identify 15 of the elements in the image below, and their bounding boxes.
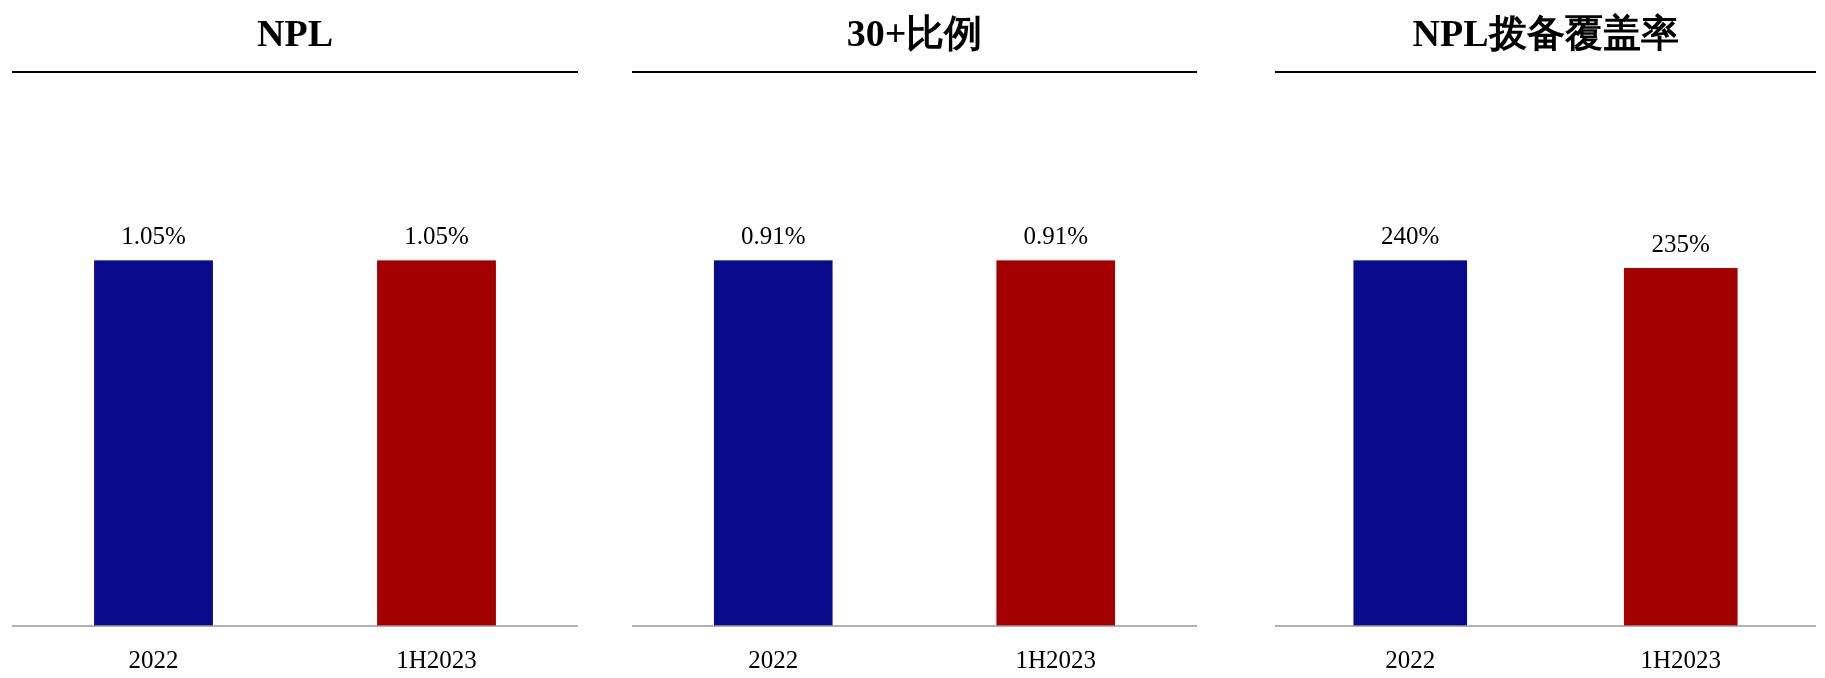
x-tick-label: 1H2023 [396,646,477,673]
chart-title: NPL拨备覆盖率 [1412,12,1679,54]
data-label: 1.05% [121,222,186,250]
data-label: 0.91% [740,222,806,250]
x-tick-label: 2022 [748,646,799,673]
data-label: 240% [1381,222,1440,250]
x-tick-label: 2022 [128,646,179,673]
data-label: 1.05% [404,222,469,250]
x-tick-label: 1H2023 [1015,646,1097,673]
x-tick-label: 2022 [1385,646,1436,673]
data-label: 0.91% [1023,222,1089,250]
data-label: 235% [1651,229,1710,257]
x-tick-label: 1H2023 [1640,646,1722,673]
chart-title: NPL [257,12,333,54]
chart-title: 30+比例 [846,12,983,54]
